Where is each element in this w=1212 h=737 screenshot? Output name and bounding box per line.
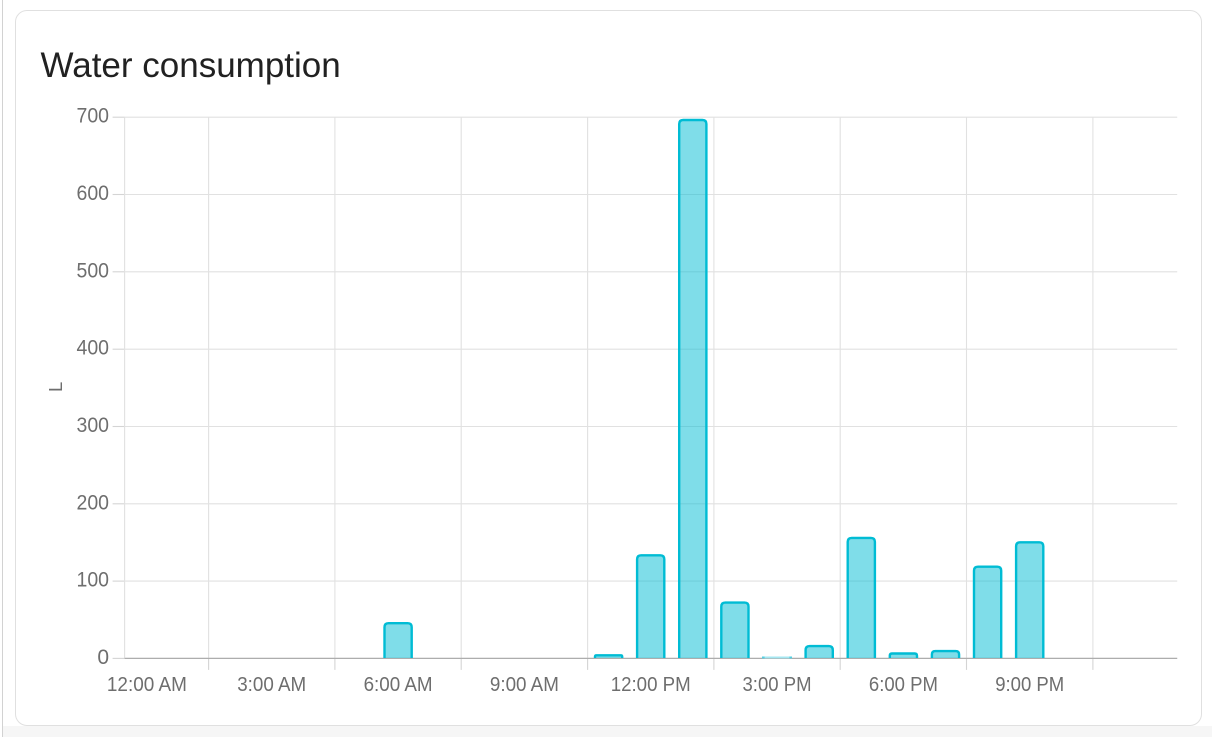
- svg-text:200: 200: [77, 491, 110, 514]
- svg-text:700: 700: [77, 105, 110, 128]
- svg-text:3:00 AM: 3:00 AM: [237, 674, 306, 696]
- svg-text:Water consumption: Water consumption: [41, 46, 341, 85]
- svg-text:9:00 PM: 9:00 PM: [995, 674, 1064, 696]
- svg-text:6:00 PM: 6:00 PM: [869, 674, 938, 696]
- svg-text:500: 500: [77, 259, 110, 282]
- svg-text:9:00 AM: 9:00 AM: [490, 674, 559, 696]
- svg-text:400: 400: [77, 337, 110, 360]
- svg-text:3:00 PM: 3:00 PM: [743, 674, 812, 696]
- svg-text:6:00 AM: 6:00 AM: [364, 674, 433, 696]
- svg-text:0: 0: [97, 646, 109, 669]
- svg-text:300: 300: [77, 414, 110, 437]
- svg-text:12:00 PM: 12:00 PM: [611, 674, 691, 696]
- svg-text:L: L: [45, 382, 66, 392]
- svg-text:12:00 AM: 12:00 AM: [107, 674, 187, 696]
- svg-text:100: 100: [77, 569, 110, 592]
- svg-text:600: 600: [77, 182, 110, 205]
